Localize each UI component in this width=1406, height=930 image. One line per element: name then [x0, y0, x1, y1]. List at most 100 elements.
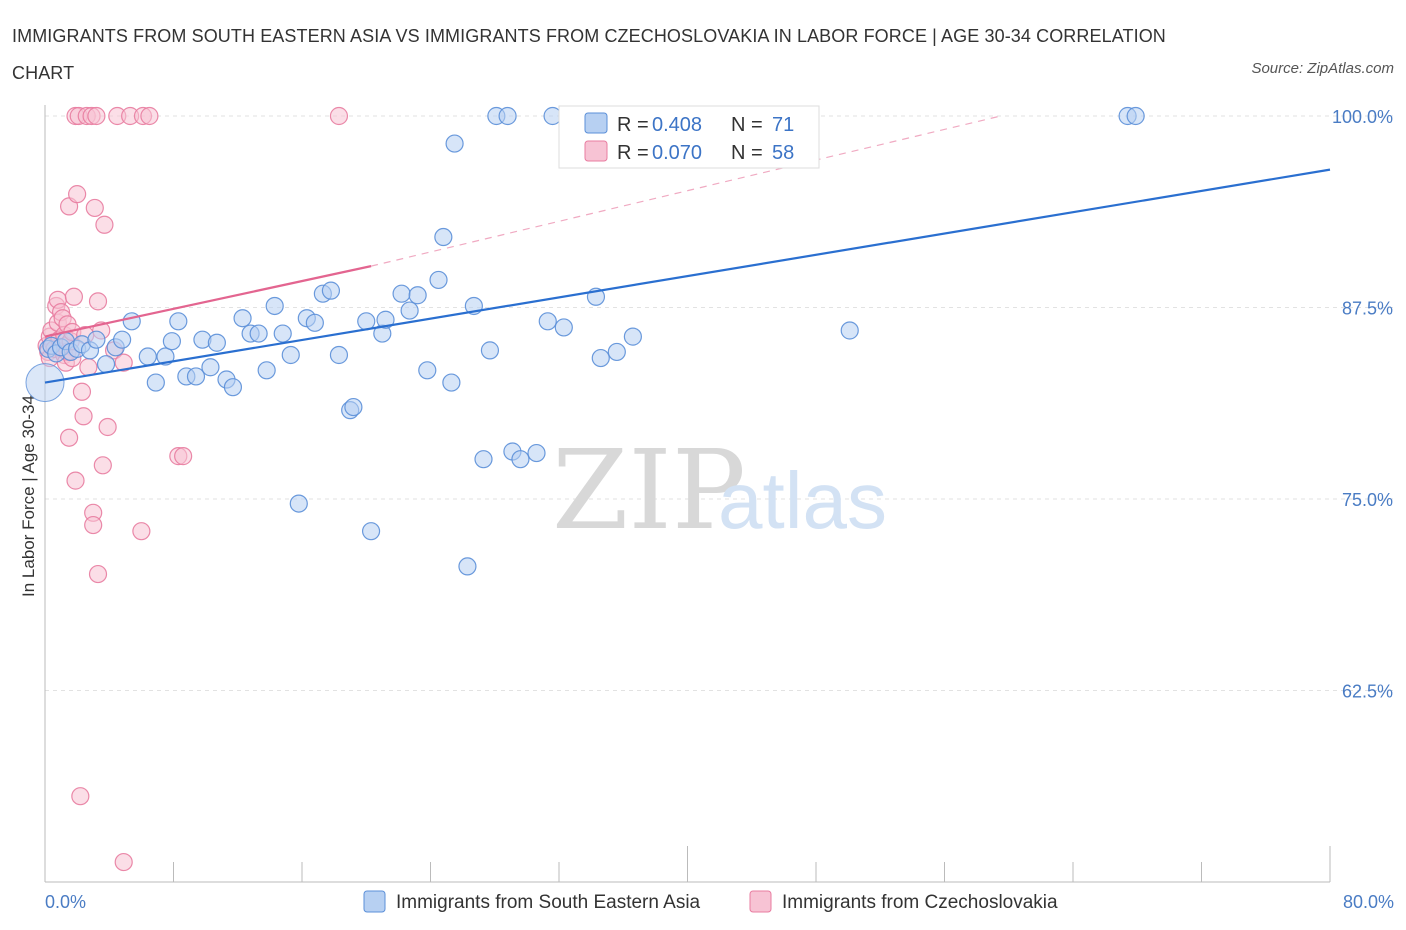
- x-tick-labels: 0.0% 80.0%: [45, 892, 1394, 912]
- point-czechoslovakia: [93, 456, 112, 475]
- point-south-eastern-asia: [511, 450, 530, 469]
- point-czechoslovakia: [79, 358, 98, 377]
- bottom-legend-swatch-blue: [363, 890, 386, 913]
- point-south-eastern-asia: [418, 361, 437, 380]
- y-tick-label: 87.5%: [1342, 299, 1393, 319]
- point-czechoslovakia: [98, 417, 117, 437]
- x-tick-label-max: 80.0%: [1343, 892, 1394, 912]
- point-south-eastern-asia: [289, 494, 308, 513]
- bottom-legend-label-blue: Immigrants from South Eastern Asia: [396, 892, 701, 913]
- stats-legend-r-label-pink: R =: [617, 142, 649, 164]
- point-czechoslovakia: [95, 215, 114, 234]
- y-axis-label: In Labor Force | Age 30-34: [19, 395, 38, 597]
- point-czechoslovakia: [88, 564, 108, 584]
- point-south-eastern-asia: [474, 450, 493, 469]
- point-south-eastern-asia: [207, 333, 226, 352]
- point-south-eastern-asia: [112, 330, 132, 349]
- point-south-eastern-asia: [434, 227, 453, 247]
- point-czechoslovakia: [140, 106, 159, 126]
- point-czechoslovakia: [72, 382, 92, 401]
- y-tick-label: 100.0%: [1332, 107, 1393, 127]
- watermark-zip: ZIP: [552, 426, 746, 554]
- point-czechoslovakia: [71, 787, 90, 806]
- source-credit: Source: ZipAtlas.com: [1251, 60, 1394, 77]
- point-south-eastern-asia: [400, 301, 419, 320]
- stats-legend-swatch-pink: [584, 140, 608, 162]
- trend-line-south-eastern-asia: [44, 168, 1331, 384]
- point-czechoslovakia: [85, 198, 104, 218]
- point-czechoslovakia: [74, 407, 93, 426]
- y-tick-label: 62.5%: [1342, 682, 1393, 702]
- point-south-eastern-asia: [186, 367, 206, 386]
- watermark-atlas: atlas: [718, 456, 887, 545]
- stats-legend-r-value-pink: 0.070: [652, 142, 702, 164]
- trend-line-czechoslovakia-extended: [370, 115, 1001, 267]
- stats-legend-n-value-blue: 71: [772, 114, 794, 136]
- bottom-legend-label-pink: Immigrants from Czechoslovakia: [782, 892, 1058, 913]
- point-south-eastern-asia: [408, 286, 427, 305]
- y-tick-labels: 62.5% 75.0% 87.5% 100.0%: [1332, 107, 1393, 702]
- point-czechoslovakia: [59, 428, 79, 447]
- point-south-eastern-asia: [146, 373, 165, 392]
- watermark: ZIP atlas: [552, 426, 887, 554]
- point-czechoslovakia: [114, 852, 133, 872]
- point-south-eastern-asia: [361, 522, 381, 541]
- bottom-legend: Immigrants from South Eastern Asia Immig…: [363, 890, 1058, 913]
- point-south-eastern-asia: [1126, 106, 1145, 126]
- point-south-eastern-asia: [233, 309, 252, 328]
- point-south-eastern-asia: [480, 341, 500, 360]
- point-czechoslovakia: [174, 447, 193, 466]
- point-south-eastern-asia: [392, 284, 411, 303]
- point-czechoslovakia: [66, 471, 85, 490]
- y-tick-label: 75.0%: [1342, 490, 1393, 510]
- trend-lines: [44, 115, 1331, 384]
- point-czechoslovakia: [68, 185, 87, 204]
- stats-legend-r-value-blue: 0.408: [652, 114, 702, 136]
- point-south-eastern-asia: [281, 345, 300, 365]
- point-south-eastern-asia: [527, 443, 546, 463]
- x-tick-label-min: 0.0%: [45, 892, 86, 912]
- point-south-eastern-asia: [840, 321, 859, 340]
- point-south-eastern-asia: [265, 296, 284, 316]
- point-south-eastern-asia: [122, 312, 141, 331]
- point-czechoslovakia: [114, 353, 133, 372]
- point-south-eastern-asia: [607, 342, 626, 362]
- point-south-eastern-asia: [554, 318, 573, 337]
- point-south-eastern-asia: [201, 358, 220, 377]
- stats-legend-n-label-blue: N =: [731, 114, 763, 136]
- point-south-eastern-asia: [442, 373, 461, 392]
- point-czechoslovakia: [132, 522, 151, 541]
- point-south-eastern-asia: [329, 345, 349, 365]
- point-south-eastern-asia: [257, 361, 276, 380]
- point-czechoslovakia: [88, 292, 108, 311]
- stats-legend: R = 0.408 N = 71 R = 0.070 N = 58: [558, 105, 820, 169]
- stats-legend-n-label-pink: N =: [731, 142, 763, 164]
- bottom-legend-swatch-pink: [749, 890, 772, 913]
- point-south-eastern-asia: [321, 281, 341, 300]
- point-south-eastern-asia: [249, 324, 268, 343]
- point-south-eastern-asia: [623, 327, 642, 346]
- point-south-eastern-asia: [429, 270, 448, 290]
- point-south-eastern-asia: [156, 347, 175, 366]
- grid-lines: [45, 115, 1394, 691]
- point-south-eastern-asia: [273, 324, 292, 343]
- stats-legend-r-label-blue: R =: [617, 114, 649, 136]
- point-czechoslovakia: [64, 287, 84, 306]
- stats-legend-n-value-pink: 58: [772, 142, 794, 164]
- point-south-eastern-asia: [138, 347, 157, 366]
- point-south-eastern-asia: [162, 332, 181, 351]
- series-czechoslovakia-points: [37, 106, 349, 872]
- series-south-eastern-asia-points: [25, 106, 1145, 576]
- point-south-eastern-asia: [591, 348, 610, 368]
- point-czechoslovakia: [329, 106, 349, 126]
- point-south-eastern-asia: [96, 355, 116, 374]
- stats-legend-swatch-blue: [584, 112, 608, 134]
- axes: [44, 105, 1331, 883]
- point-south-eastern-asia: [344, 397, 363, 417]
- point-czechoslovakia: [87, 106, 106, 126]
- point-south-eastern-asia: [223, 378, 243, 397]
- point-south-eastern-asia: [445, 134, 464, 153]
- point-south-eastern-asia: [305, 313, 324, 332]
- point-south-eastern-asia: [498, 106, 517, 126]
